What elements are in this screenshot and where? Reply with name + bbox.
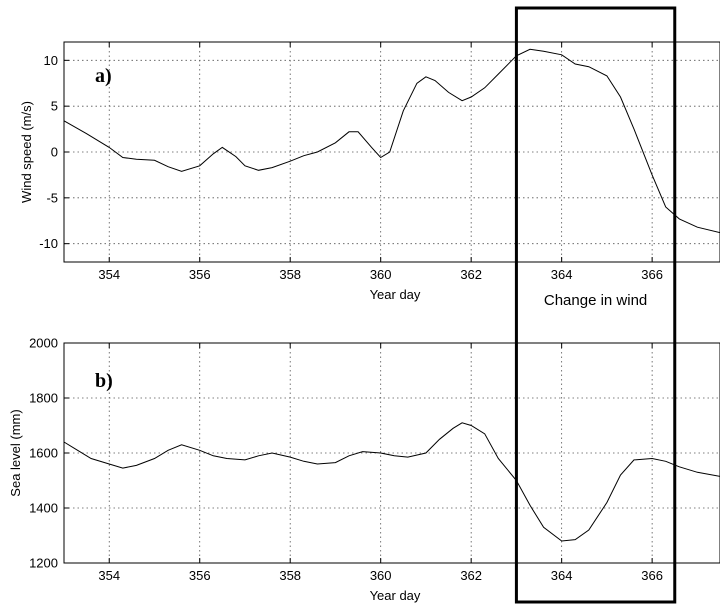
x-tick-label: 356: [189, 568, 211, 583]
change-in-wind-highlight-box: [514, 6, 677, 604]
panel-b-sea-level: 354 356 358 360 362 364 366 1200 1400 1600 1800 200…: [8, 336, 720, 603]
y-tick-label: 1400: [29, 501, 58, 516]
y-tick-label: 5: [51, 99, 58, 114]
panel-a-axes-frame: [63, 41, 720, 263]
y-tick-label: 0: [51, 145, 58, 160]
x-tick-label: 364: [551, 568, 573, 583]
panel-b-ticks: 354 356 358 360 362 364 366 1200 1400 1600 1800 200…: [29, 336, 663, 584]
y-tick-label: 2000: [29, 336, 58, 351]
x-tick-label: 364: [551, 267, 573, 282]
y-tick-label: 1600: [29, 446, 58, 461]
y-tick-label: 1200: [29, 556, 58, 571]
y-tick-label: 10: [44, 53, 58, 68]
panel-a-ticks: 354 356 358 360 362 364 366 -10 -5 0 5 10: [39, 42, 663, 282]
x-tick-label: 366: [641, 568, 663, 583]
x-tick-label: 362: [460, 267, 482, 282]
panel-a-wind-speed: 354 356 358 360 362 364 366 -10 -5 0 5 10 a) Year d…: [19, 41, 720, 302]
panel-b-y-axis-label: Sea level (mm): [8, 409, 23, 496]
y-tick-label: 1800: [29, 391, 58, 406]
x-tick-label: 362: [460, 568, 482, 583]
x-tick-label: 354: [98, 267, 120, 282]
x-tick-label: 358: [279, 267, 301, 282]
panel-b-axes-frame: [63, 342, 720, 564]
x-tick-label: 358: [279, 568, 301, 583]
panel-b-x-axis-label: Year day: [370, 588, 421, 603]
change-in-wind-annotation: Change in wind: [544, 292, 647, 309]
panel-a-x-axis-label: Year day: [370, 287, 421, 302]
panel-b-label: b): [95, 370, 113, 392]
x-tick-label: 360: [370, 568, 392, 583]
x-tick-label: 366: [641, 267, 663, 282]
sea-level-line: [63, 422, 720, 542]
x-tick-label: 356: [189, 267, 211, 282]
panel-a-grid: [64, 42, 720, 262]
x-tick-label: 354: [98, 568, 120, 583]
panel-a-y-axis-label: Wind speed (m/s): [19, 101, 34, 203]
y-tick-label: -10: [39, 236, 58, 251]
wind-speed-line: [63, 48, 720, 234]
x-tick-label: 360: [370, 267, 392, 282]
panel-b-grid: [64, 342, 720, 564]
panel-a-label: a): [95, 65, 112, 87]
y-tick-label: -5: [46, 190, 58, 205]
